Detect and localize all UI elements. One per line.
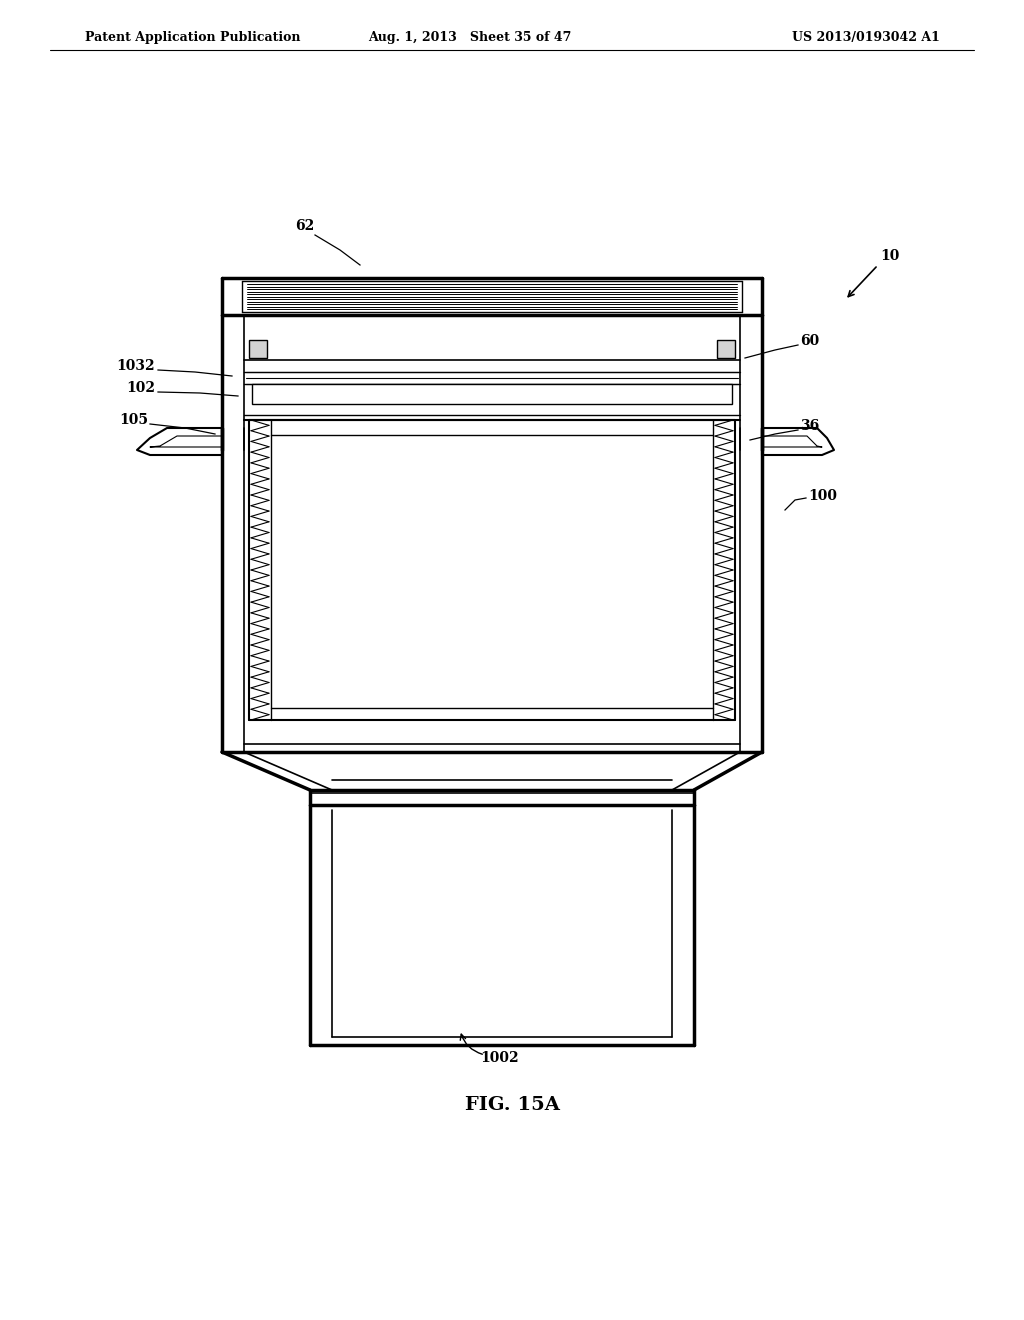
Bar (273, 437, 711, 706)
Bar (244, 404, 740, 420)
Text: 102: 102 (126, 381, 155, 395)
Text: 1032: 1032 (117, 359, 155, 374)
Text: 10: 10 (880, 249, 899, 263)
Bar (717, 341, 735, 358)
Text: Patent Application Publication: Patent Application Publication (85, 30, 300, 44)
Text: 1002: 1002 (480, 1051, 519, 1065)
Text: 100: 100 (808, 488, 837, 503)
Text: 105: 105 (119, 413, 148, 426)
Text: 36: 36 (800, 418, 819, 433)
Text: US 2013/0193042 A1: US 2013/0193042 A1 (793, 30, 940, 44)
Bar (249, 341, 267, 358)
Text: 62: 62 (295, 219, 314, 234)
Text: FIG. 15A: FIG. 15A (465, 1096, 559, 1114)
Bar (334, 812, 670, 1035)
Text: Aug. 1, 2013   Sheet 35 of 47: Aug. 1, 2013 Sheet 35 of 47 (369, 30, 571, 44)
Bar (252, 384, 732, 404)
Text: 60: 60 (800, 334, 819, 348)
